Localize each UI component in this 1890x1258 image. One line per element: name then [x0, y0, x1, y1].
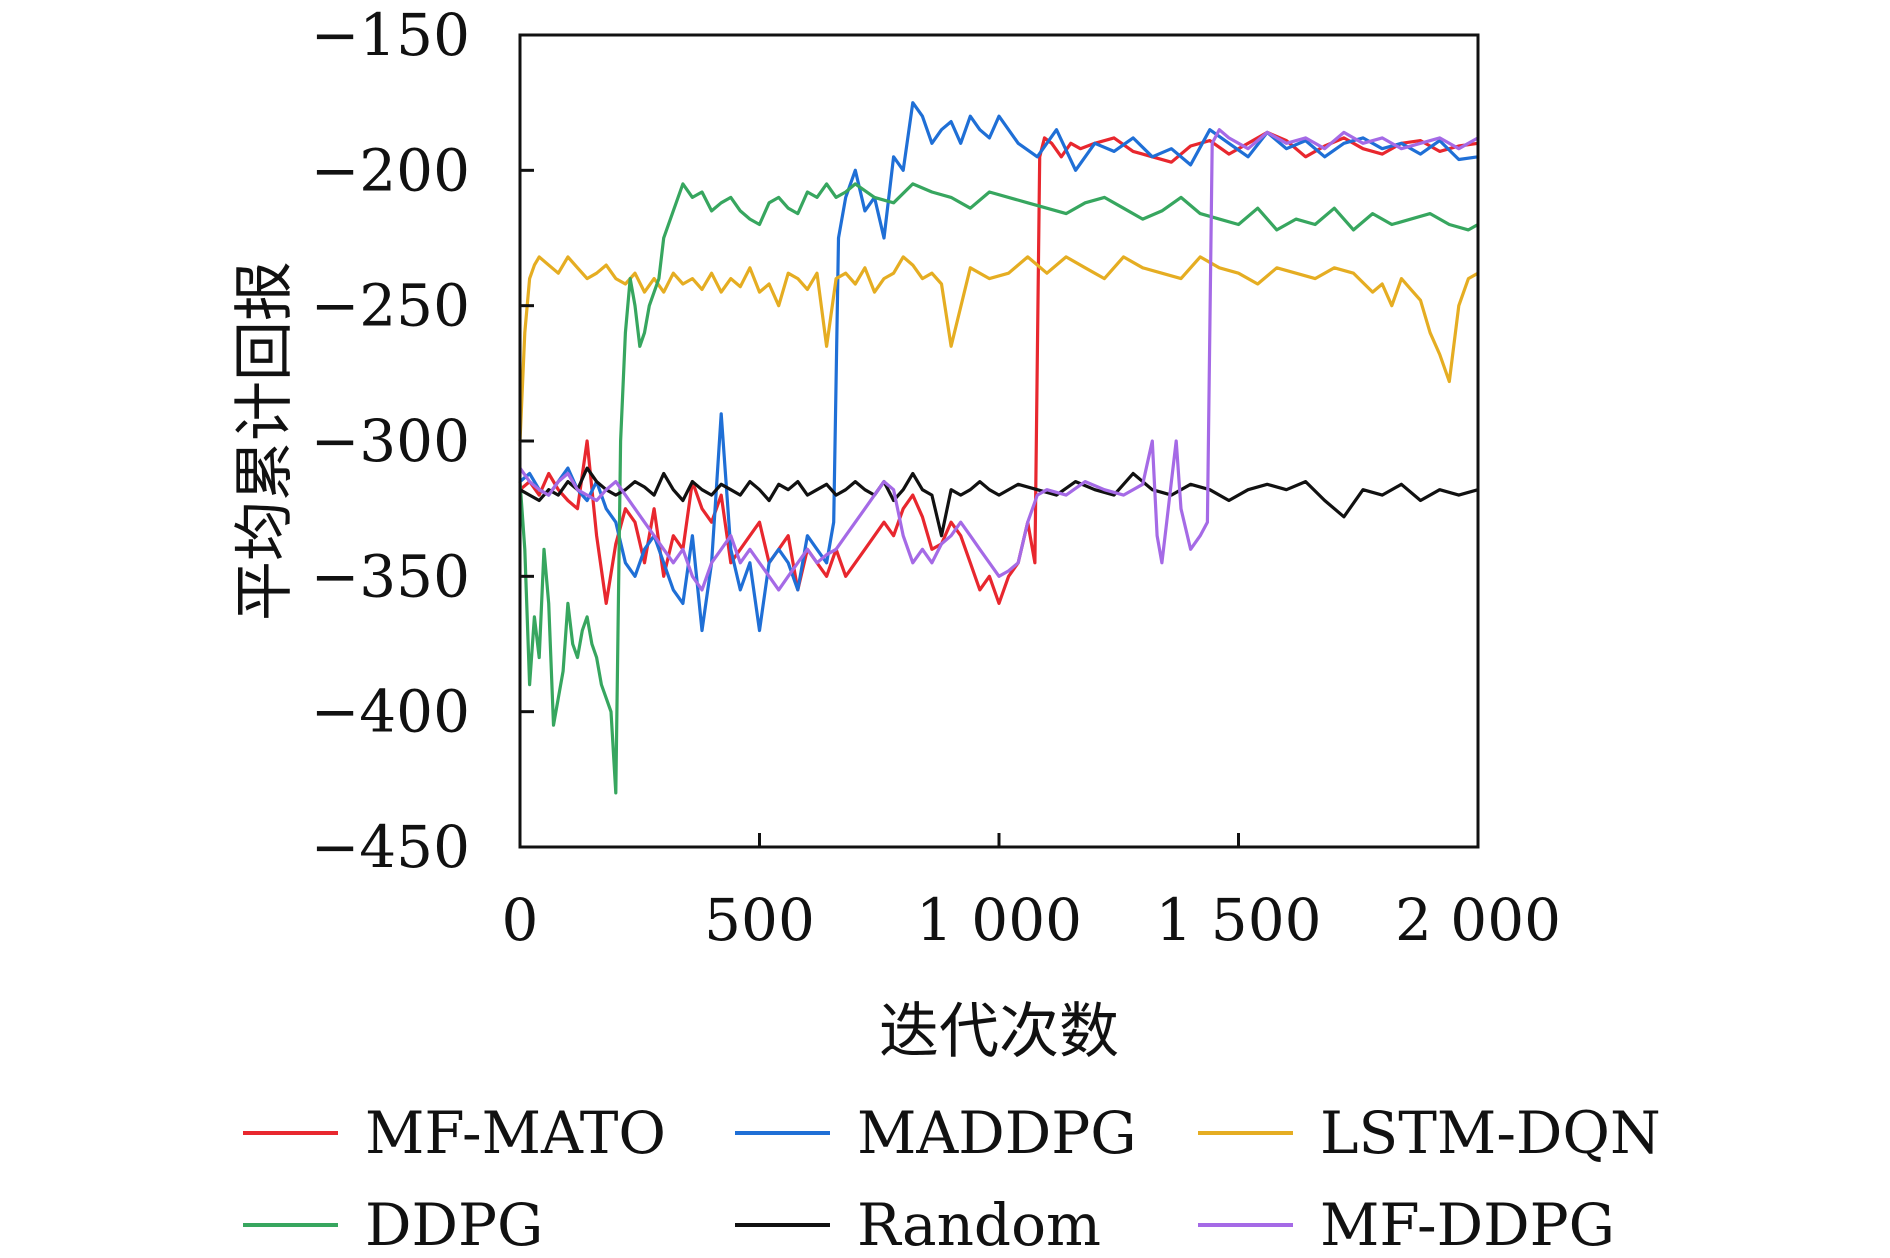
series-line-mf-ddpg — [518, 128, 1479, 592]
y-tick-label: −400 — [311, 678, 470, 746]
legend-item: DDPG — [243, 1191, 543, 1258]
legend-label: Random — [857, 1191, 1101, 1258]
series-line-random — [519, 466, 1479, 538]
y-tick-label: −300 — [311, 407, 470, 475]
x-axis-title: 迭代次数 — [879, 997, 1119, 1067]
x-tick-label: 0 — [502, 886, 539, 954]
legend-label: MF-MATO — [365, 1099, 666, 1167]
x-tick-label: 1 500 — [1155, 886, 1321, 954]
legend-label: DDPG — [365, 1191, 543, 1258]
legend-item: MF-DDPG — [1198, 1191, 1615, 1258]
y-tick-label: −350 — [311, 542, 470, 610]
y-tick-label: −450 — [311, 813, 470, 881]
legend: MF-MATO MADDPG LSTM-DQN DDPG Random MF-DDPG — [243, 1099, 1661, 1258]
legend-item: LSTM-DQN — [1198, 1099, 1661, 1167]
series-line-ddpg — [518, 182, 1479, 795]
series-line-mf-mato — [518, 130, 1479, 606]
legend-item: MF-MATO — [243, 1099, 666, 1167]
legend-item: Random — [735, 1191, 1101, 1258]
series-layer — [518, 101, 1479, 795]
x-tick-label: 500 — [704, 886, 815, 954]
x-tick-label: 2 000 — [1395, 886, 1561, 954]
legend-label: MF-DDPG — [1320, 1191, 1615, 1258]
y-axis: −450 −400 −350 −300 −250 −200 −150 — [311, 1, 534, 881]
y-axis-title: 平均累计回报 — [230, 261, 300, 621]
plot-frame — [518, 33, 1480, 849]
legend-item: MADDPG — [735, 1099, 1137, 1167]
series-line-lstm-dqn — [518, 255, 1479, 442]
legend-label: LSTM-DQN — [1320, 1099, 1661, 1167]
y-tick-label: −150 — [311, 1, 470, 69]
x-tick-label: 1 000 — [916, 886, 1082, 954]
y-tick-label: −250 — [311, 272, 470, 340]
y-tick-label: −200 — [311, 136, 470, 204]
legend-label: MADDPG — [857, 1099, 1137, 1167]
x-axis: 0 500 1 000 1 500 2 000 — [502, 833, 1561, 954]
